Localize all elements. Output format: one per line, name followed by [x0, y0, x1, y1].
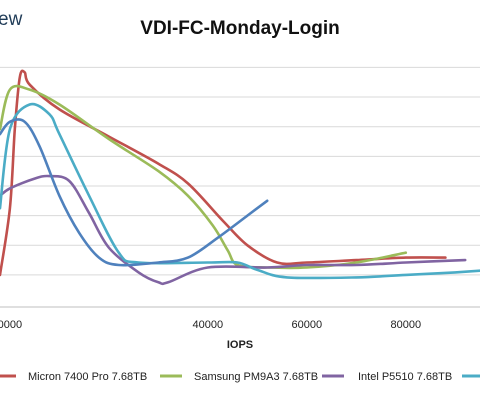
- x-axis-label: IOPS: [227, 339, 253, 351]
- x-tick-label-1: 40000: [193, 319, 224, 331]
- series-line-3: [0, 102, 480, 280]
- legend-label-0: Micron 7400 Pro 7.68TB: [28, 371, 147, 383]
- series-line-0: [0, 69, 447, 277]
- x-tick-label-2: 60000: [292, 319, 323, 331]
- gridlines: [0, 66, 480, 308]
- legend-label-2: Intel P5510 7.68TB: [358, 371, 452, 383]
- x-tick-label-3: 80000: [390, 319, 421, 331]
- series-line-2: [0, 174, 467, 286]
- chart-title: VDI-FC-Monday-Login: [140, 18, 339, 39]
- x-tick-labels: 0000 40000 60000 80000: [0, 319, 421, 331]
- logo-text: ew: [0, 9, 23, 30]
- series-line-1: [0, 84, 408, 270]
- series-line-4: [0, 118, 269, 267]
- series-lines: [0, 69, 480, 286]
- legend: Micron 7400 Pro 7.68TB Samsung PM9A3 7.68…: [0, 371, 480, 383]
- x-tick-label-0: 0000: [0, 319, 22, 331]
- legend-label-1: Samsung PM9A3 7.68TB: [194, 371, 318, 383]
